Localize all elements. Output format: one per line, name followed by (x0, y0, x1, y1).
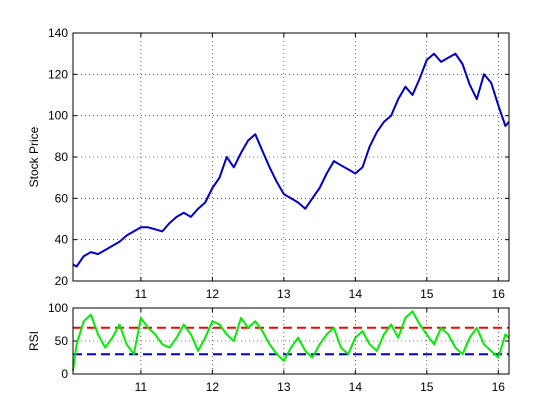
y-tick-label: 50 (55, 334, 69, 348)
stock-price-panel: 11 12 13 14 15 16 20 40 60 80 100 120 140 Stock Price (27, 26, 510, 301)
x-tick-label: 11 (135, 380, 148, 394)
x-tick-label: 12 (206, 287, 220, 301)
y-tick-label: 140 (48, 26, 68, 40)
y-tick-label: 120 (48, 67, 68, 81)
y-tick-label: 60 (55, 191, 69, 205)
x-tick-label: 12 (206, 380, 220, 394)
y-tick-label: 100 (48, 301, 68, 315)
y-tick-label: 20 (55, 274, 69, 288)
y-axis-label: Stock Price (27, 126, 41, 187)
y-tick-label: 80 (55, 150, 69, 164)
x-tick-label: 14 (349, 287, 363, 301)
series-line (72, 310, 510, 371)
rsi-panel: 11 12 13 14 15 16 0 50 100 RSI (27, 301, 510, 394)
x-tick-label: 13 (277, 287, 291, 301)
series-line (72, 52, 510, 268)
x-tick-label: 14 (349, 380, 363, 394)
x-tick-label: 13 (277, 380, 291, 394)
x-tick-label: 11 (135, 287, 148, 301)
y-axis-label: RSI (27, 331, 41, 351)
y-tick-label: 100 (48, 109, 68, 123)
y-tick-label: 40 (55, 233, 69, 247)
y-tick-label: 0 (61, 367, 68, 381)
plot-area (73, 308, 509, 374)
x-tick-label: 15 (420, 287, 434, 301)
x-tick-label: 16 (492, 287, 506, 301)
x-tick-label: 16 (492, 380, 506, 394)
plot-area (73, 33, 509, 281)
x-tick-label: 15 (420, 380, 434, 394)
